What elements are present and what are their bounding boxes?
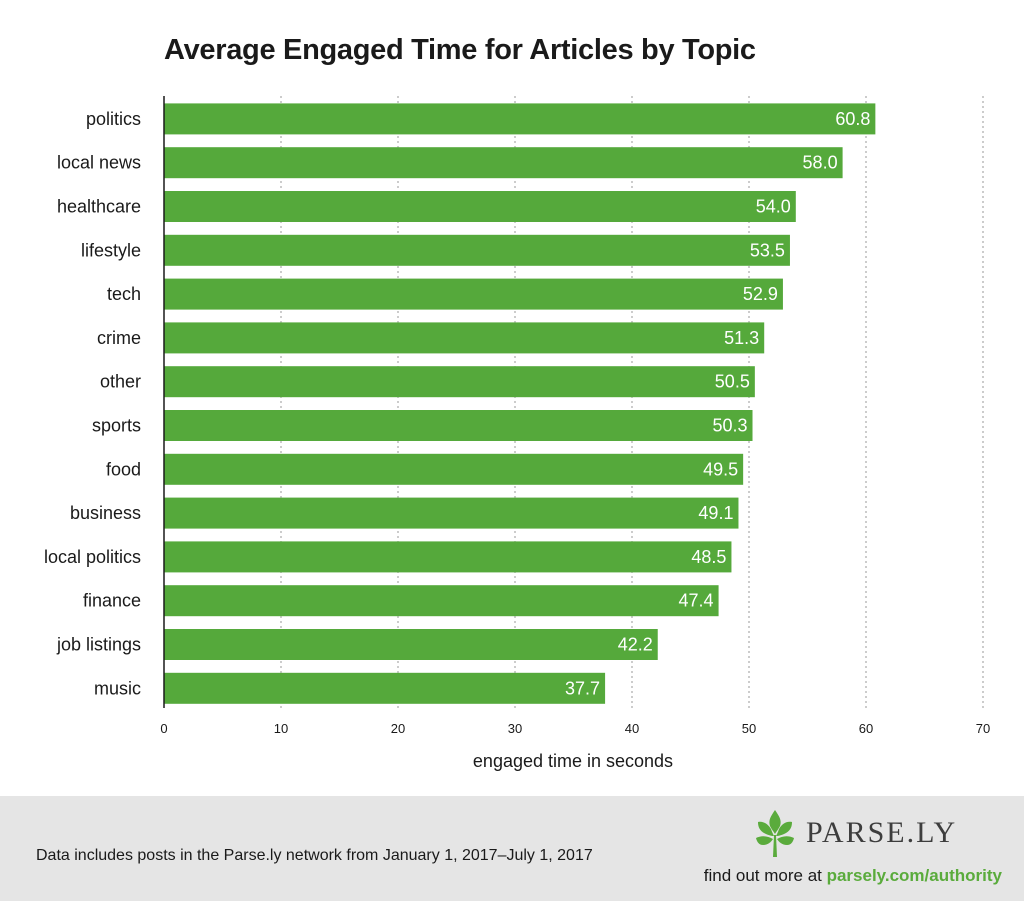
bar bbox=[164, 278, 783, 310]
category-label: lifestyle bbox=[81, 240, 141, 260]
authority-link[interactable]: parsely.com/authority bbox=[826, 866, 1002, 885]
value-label: 52.9 bbox=[743, 284, 778, 304]
category-label: music bbox=[94, 678, 141, 698]
category-label: other bbox=[100, 372, 141, 392]
bar bbox=[164, 629, 658, 660]
brand-name: PARSE.LY bbox=[806, 816, 958, 849]
value-label: 49.5 bbox=[703, 459, 738, 479]
x-tick-label: 20 bbox=[391, 721, 405, 736]
bar bbox=[164, 191, 796, 222]
value-label: 60.8 bbox=[835, 109, 870, 129]
category-label: job listings bbox=[56, 635, 141, 655]
value-label: 58.0 bbox=[803, 153, 838, 173]
value-label: 42.2 bbox=[618, 635, 653, 655]
x-tick-label: 30 bbox=[508, 721, 522, 736]
value-label: 47.4 bbox=[679, 591, 714, 611]
bar-chart: politics local news healthcare lifestyle tec… bbox=[44, 96, 990, 736]
category-label: tech bbox=[107, 284, 141, 304]
brand: PARSE.LY bbox=[752, 808, 957, 858]
category-label: business bbox=[70, 503, 141, 523]
bar bbox=[164, 234, 790, 266]
x-tick-label: 60 bbox=[859, 721, 873, 736]
bar bbox=[164, 366, 755, 398]
x-tick-label: 70 bbox=[976, 721, 990, 736]
x-axis-title: engaged time in seconds bbox=[472, 751, 674, 771]
bar bbox=[164, 453, 744, 485]
x-tick-label: 10 bbox=[274, 721, 288, 736]
value-label: 48.5 bbox=[691, 547, 726, 567]
bar bbox=[164, 103, 876, 135]
x-tick-label: 0 bbox=[160, 721, 167, 736]
category-label: local politics bbox=[44, 547, 141, 567]
category-labels: politics local news healthcare lifestyle tec… bbox=[44, 109, 141, 698]
bar bbox=[164, 541, 732, 573]
category-label: food bbox=[106, 459, 141, 479]
bar bbox=[164, 672, 606, 704]
category-label: crime bbox=[97, 328, 141, 348]
chart-title: Average Engaged Time for Articles by Top… bbox=[164, 34, 756, 66]
x-tick-label: 50 bbox=[742, 721, 756, 736]
footer: Data includes posts in the Parse.ly netw… bbox=[0, 796, 1024, 901]
value-label: 50.3 bbox=[712, 416, 747, 436]
bar bbox=[164, 497, 739, 529]
bars bbox=[164, 103, 876, 704]
value-label: 54.0 bbox=[756, 197, 791, 217]
category-label: finance bbox=[83, 591, 141, 611]
value-label: 53.5 bbox=[750, 240, 785, 260]
bar bbox=[164, 410, 753, 441]
category-label: sports bbox=[92, 416, 141, 436]
value-label: 51.3 bbox=[724, 328, 759, 348]
value-label: 49.1 bbox=[698, 503, 733, 523]
bar bbox=[164, 322, 765, 354]
bar bbox=[164, 147, 843, 179]
category-label: healthcare bbox=[57, 197, 141, 217]
data-source-note: Data includes posts in the Parse.ly netw… bbox=[36, 847, 593, 864]
cta-prefix: find out more at bbox=[703, 866, 827, 885]
footer-cta: find out more at parsely.com/authority bbox=[704, 866, 1002, 886]
category-label: politics bbox=[86, 109, 141, 129]
bar bbox=[164, 585, 719, 617]
x-axis-ticks: 0 10 20 30 40 50 60 70 bbox=[160, 721, 990, 736]
parsley-leaf-icon bbox=[756, 810, 794, 857]
x-tick-label: 40 bbox=[625, 721, 639, 736]
value-label: 37.7 bbox=[565, 678, 600, 698]
value-labels: 60.8 58.0 54.0 53.5 52.9 51.3 50.5 50.3 49.5 49.1… bbox=[565, 109, 870, 698]
category-label: local news bbox=[57, 153, 141, 173]
value-label: 50.5 bbox=[715, 372, 750, 392]
